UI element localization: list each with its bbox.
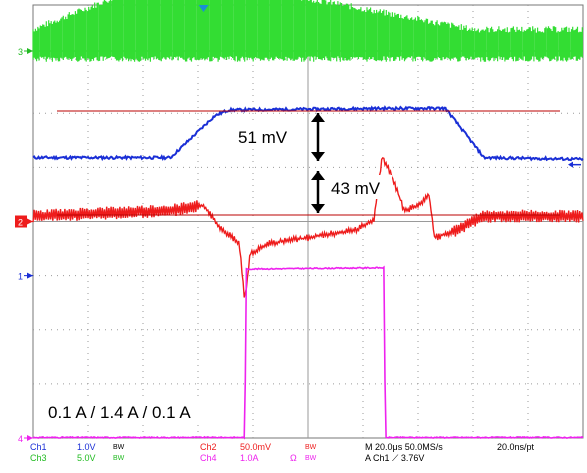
ch2-ripple-trace bbox=[32, 157, 584, 298]
ch2-label: Ch2 bbox=[200, 442, 217, 452]
ch1-bw-icon: BW bbox=[113, 444, 125, 451]
ch4-ground-marker: 4 bbox=[18, 434, 33, 444]
arrow-43mv bbox=[311, 171, 325, 213]
ch3-ground-marker: 3 bbox=[18, 47, 33, 57]
channel-markers: 3 2 1 4 bbox=[15, 5, 581, 444]
ch4-ohm-icon: Ω bbox=[290, 453, 297, 463]
ch3-bw-icon: BW bbox=[113, 455, 125, 462]
ch4-label: Ch4 bbox=[200, 453, 217, 463]
ch4-scale: 1.0A bbox=[240, 453, 259, 463]
resolution-readout: 20.0ns/pt bbox=[497, 442, 535, 452]
ch1-voltage-trace bbox=[32, 105, 584, 162]
trigger-position-icon bbox=[198, 5, 209, 12]
ch2-bw-icon: BW bbox=[305, 444, 317, 451]
ch4-bw-icon: BW bbox=[305, 455, 317, 462]
trigger-level-icon bbox=[568, 161, 581, 168]
annotations: 51 mV 43 mV 0.1 A / 1.4 A / 0.1 A bbox=[45, 124, 392, 424]
ch2-scale: 50.0mV bbox=[240, 442, 272, 452]
status-bar: Ch1 1.0V BW Ch3 5.0V BW Ch2 50.0mV BW Ch… bbox=[0, 440, 587, 473]
trigger-readout: A Ch1 ⟋ 3.76V bbox=[365, 453, 425, 463]
ch1-scale: 1.0V bbox=[77, 442, 96, 452]
ch4-current-trace bbox=[32, 265, 584, 440]
annotation-current-steps: 0.1 A / 1.4 A / 0.1 A bbox=[48, 403, 191, 422]
svg-text:4: 4 bbox=[18, 434, 23, 444]
waveform-traces bbox=[32, 0, 584, 440]
svg-text:3: 3 bbox=[18, 47, 23, 57]
annotation-43mv: 43 mV bbox=[331, 179, 381, 198]
ch3-scale: 5.0V bbox=[77, 453, 96, 463]
ch3-switching-trace bbox=[32, 0, 583, 62]
arrow-51mv bbox=[311, 113, 325, 161]
graticule-grid bbox=[32, 4, 584, 439]
timebase-readout: M 20.0μs 50.0MS/s bbox=[365, 442, 443, 452]
annotation-51mv: 51 mV bbox=[238, 128, 288, 147]
ch2-ground-marker: 2 bbox=[15, 215, 33, 228]
svg-text:1: 1 bbox=[18, 272, 23, 282]
svg-text:2: 2 bbox=[18, 218, 23, 228]
ch1-ground-marker: 1 bbox=[18, 272, 33, 282]
ch1-label: Ch1 bbox=[30, 442, 47, 452]
ch3-label: Ch3 bbox=[30, 453, 47, 463]
